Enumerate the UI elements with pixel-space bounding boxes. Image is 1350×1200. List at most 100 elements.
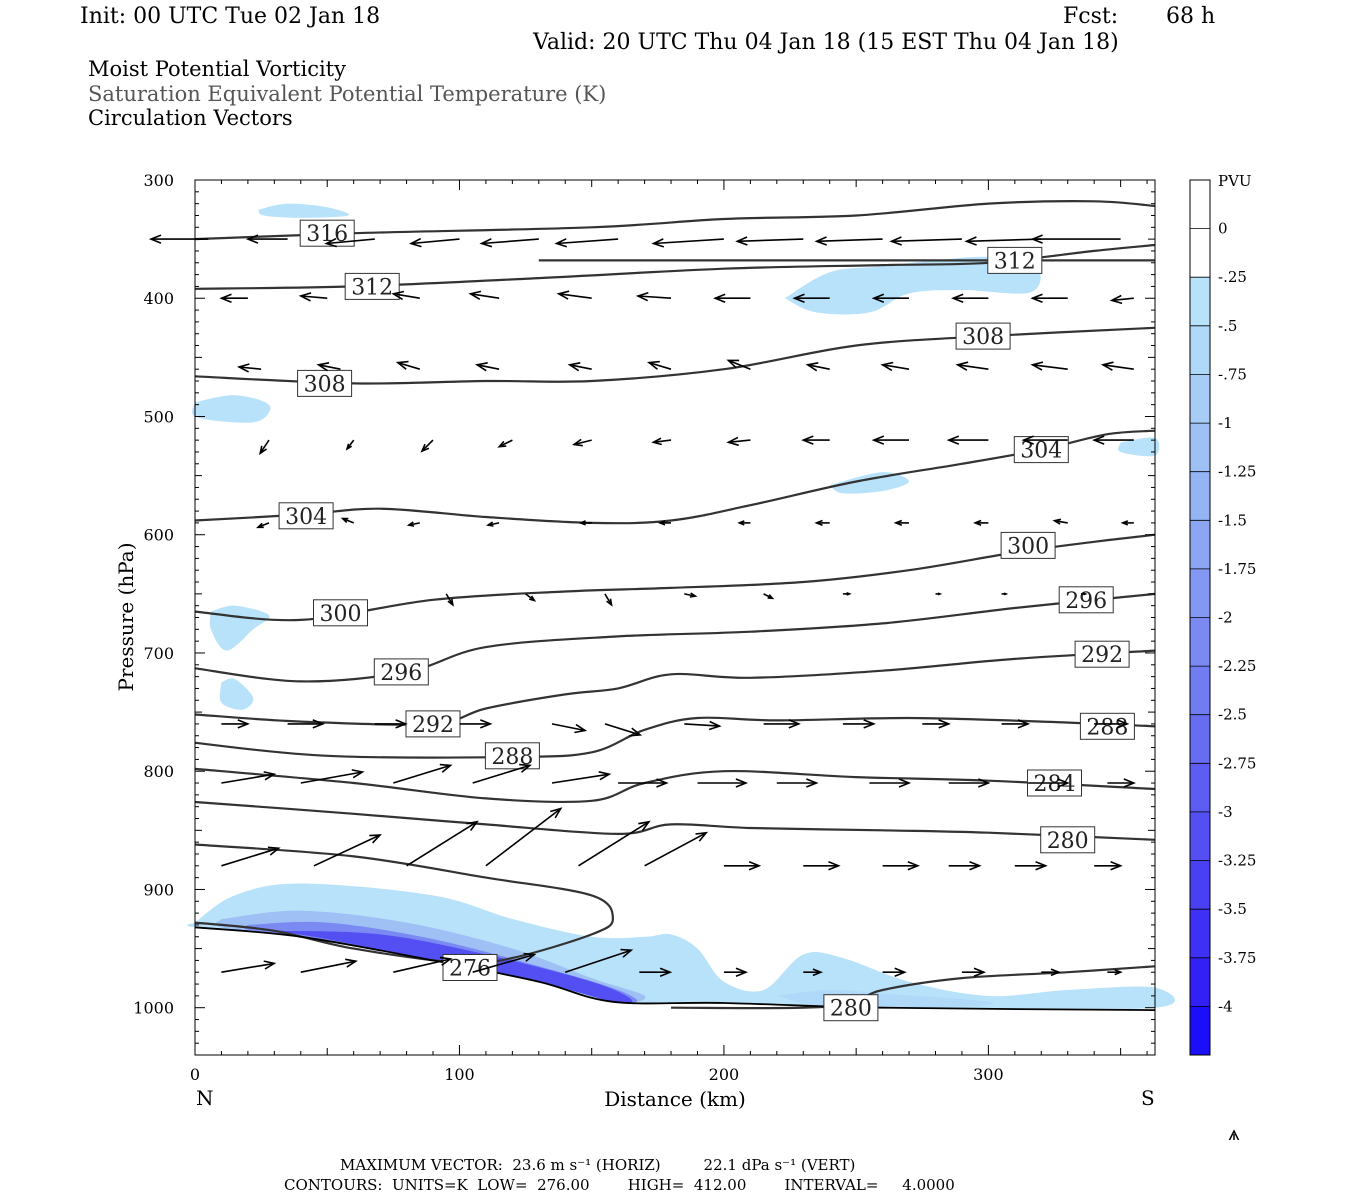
circulation-vector [298, 292, 328, 302]
contour-label: 300 [1000, 531, 1056, 559]
contour-label: 312 [987, 246, 1043, 274]
circulation-vector [723, 861, 762, 871]
colorbar-swatch [1190, 374, 1210, 424]
colorbar-swatch [1190, 957, 1210, 1007]
circulation-vector [391, 290, 420, 301]
circulation-vector [871, 293, 909, 303]
circulation-vector [803, 968, 824, 977]
circulation-vector [445, 593, 454, 607]
y-tick-label: 800 [143, 762, 174, 781]
contour-label: 292 [1074, 640, 1130, 668]
circulation-vector [726, 436, 751, 447]
circulation-vector [803, 861, 841, 871]
colorbar-label: -2.75 [1218, 754, 1256, 772]
circulation-vector [644, 831, 709, 867]
circulation-vector [236, 363, 262, 373]
theta-e-contour-304 [194, 429, 1156, 525]
circulation-vector [935, 592, 943, 596]
y-tick-label: 400 [143, 289, 174, 308]
theta-e-contour-284 [194, 767, 1156, 804]
circulation-vector [300, 769, 365, 784]
circulation-vector [1094, 719, 1130, 729]
colorbar-label: -4 [1218, 997, 1233, 1015]
colorbar-label: -1.5 [1218, 511, 1247, 529]
pv-region-0 [258, 203, 350, 218]
circulation-vector [604, 723, 643, 737]
svg-text:300: 300 [1007, 534, 1049, 559]
circulation-vector [726, 359, 751, 370]
circulation-vector [1001, 719, 1031, 729]
colorbar-swatch [1190, 520, 1210, 570]
contour-label: 316 [299, 219, 355, 247]
circulation-vector [408, 237, 460, 248]
colorbar-label: -1 [1218, 414, 1233, 432]
contour-label: 284 [1027, 769, 1082, 797]
circulation-vector [946, 435, 989, 445]
circulation-vector [882, 967, 907, 977]
circulation-vector [651, 437, 672, 446]
pv-region-3 [829, 472, 909, 494]
x-tick-label: 0 [190, 1065, 200, 1084]
circulation-vectors [148, 234, 1136, 977]
circulation-vector [697, 778, 749, 788]
circulation-vector [955, 361, 989, 371]
circulation-vector [1107, 969, 1123, 976]
maximum-vector-note: MAXIMUM VECTOR: 23.6 m s⁻¹ (HORIZ) 22.1 … [340, 1156, 856, 1174]
circulation-vector [618, 778, 669, 788]
theta-e-contours: 316 312 312 308 308 304 304 300 300 296 296 292 292 2… [194, 200, 1156, 1022]
colorbar-swatch [1190, 860, 1210, 910]
svg-text:296: 296 [380, 661, 422, 686]
svg-text:312: 312 [994, 249, 1036, 274]
forecast-hours: 68 h [1166, 4, 1216, 29]
theta-e-contour-288 [194, 716, 1156, 759]
colorbar-swatch [1190, 811, 1210, 861]
circulation-vector [221, 846, 281, 867]
circulation-vector [259, 439, 270, 456]
circulation-vector [1120, 520, 1134, 526]
svg-text:308: 308 [962, 325, 1004, 350]
circulation-vector [406, 521, 420, 527]
theta-e-contour-292 [194, 649, 1156, 726]
colorbar-swatch [1190, 666, 1210, 716]
circulation-vector [880, 361, 910, 372]
circulation-vector [1021, 435, 1068, 445]
circulation-vector [420, 439, 434, 453]
circulation-vector [882, 861, 920, 871]
circulation-vector [300, 958, 358, 973]
circulation-vector [735, 236, 804, 246]
circulation-vector [1081, 592, 1088, 596]
circulation-vector [713, 293, 751, 303]
circulation-vector [763, 719, 801, 729]
surface-line [194, 926, 1156, 1011]
colorbar-label: -.25 [1218, 268, 1247, 286]
circulation-vector [572, 438, 592, 447]
x-tick-label: 300 [973, 1065, 1004, 1084]
colorbar-swatch [1190, 909, 1210, 959]
circulation-vector [1107, 778, 1136, 788]
circulation-vector [651, 238, 724, 248]
colorbar-label: -2.5 [1218, 706, 1247, 724]
x-tick-label: 100 [444, 1065, 475, 1084]
colorbar-label: -.5 [1218, 317, 1237, 335]
colorbar-label: -3.5 [1218, 900, 1247, 918]
circulation-vector [567, 362, 592, 372]
svg-text:280: 280 [1047, 829, 1089, 854]
circulation-vector [973, 519, 989, 527]
axes: 0 100 200 300 300 400 500 600 700 800 900 1000 [133, 171, 1155, 1084]
circulation-vector [737, 520, 751, 526]
y-tick-label: 1000 [133, 999, 174, 1018]
circulation-vector [1052, 518, 1068, 525]
pv-region-6 [219, 678, 254, 710]
circulation-vector [313, 834, 382, 867]
circulation-vector [340, 517, 354, 524]
circulation-vector [525, 593, 537, 602]
contour-label: 280 [823, 994, 879, 1022]
circulation-vector [1041, 968, 1062, 977]
circulation-vector [221, 771, 277, 784]
circulation-vector [479, 238, 539, 248]
circulation-vector [776, 778, 819, 788]
circulation-vector [639, 967, 673, 977]
colorbar-label: -3.25 [1218, 852, 1256, 870]
circulation-vector [287, 719, 325, 729]
title-theta-e: Saturation Equivalent Potential Temperat… [88, 82, 607, 106]
